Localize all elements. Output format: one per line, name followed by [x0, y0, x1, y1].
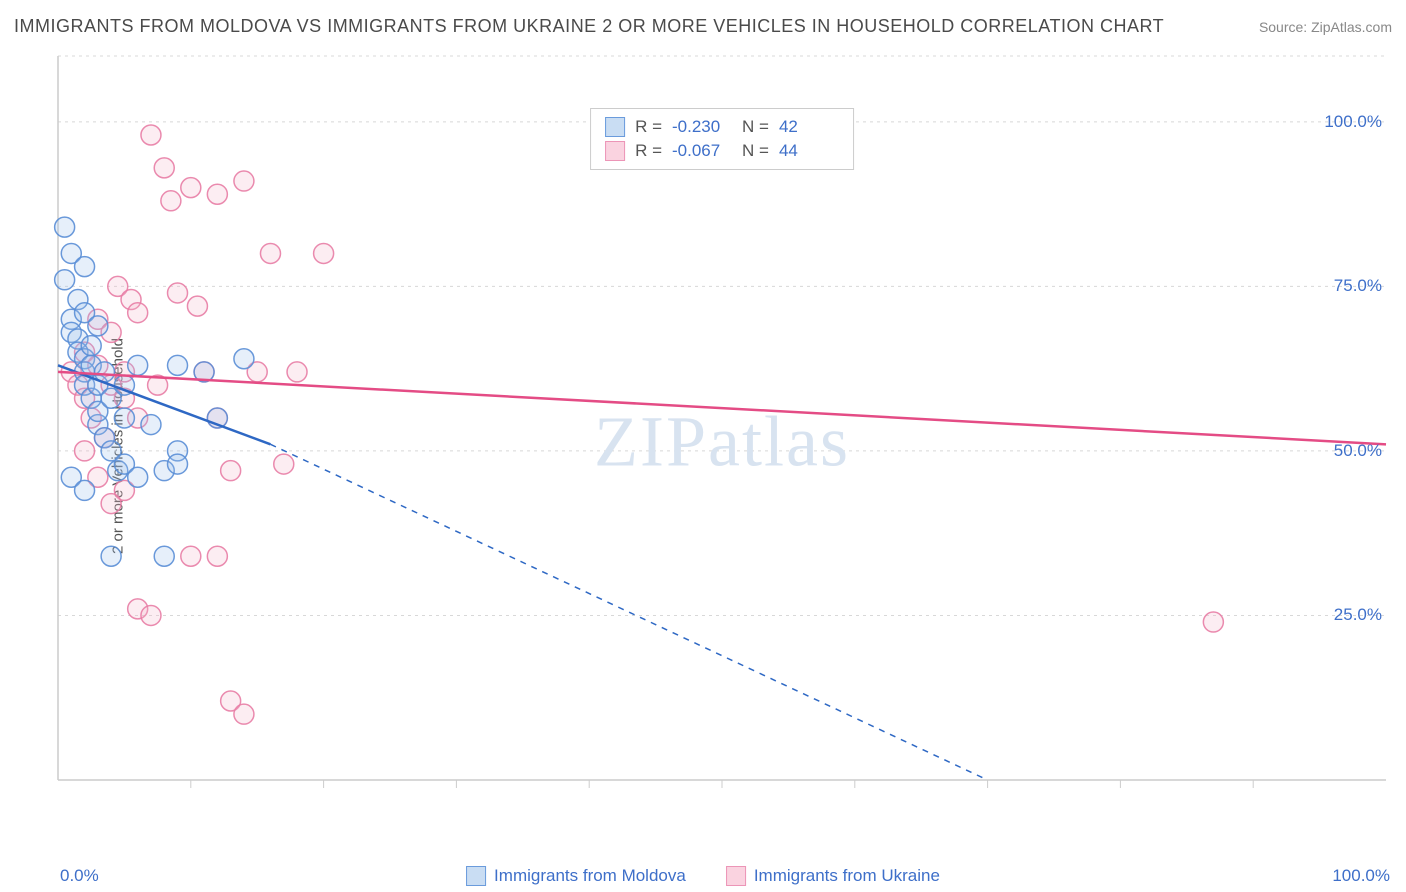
r-value-ukraine: -0.067 — [672, 141, 732, 161]
n-value-ukraine: 44 — [779, 141, 839, 161]
n-label: N = — [742, 141, 769, 161]
legend-label-ukraine: Immigrants from Ukraine — [754, 866, 940, 886]
ytick-100: 100.0% — [1324, 112, 1382, 132]
chart-title: IMMIGRANTS FROM MOLDOVA VS IMMIGRANTS FR… — [14, 16, 1164, 37]
stats-row-moldova: R = -0.230 N = 42 — [605, 115, 839, 139]
ytick-50: 50.0% — [1334, 441, 1382, 461]
swatch-moldova — [605, 117, 625, 137]
ytick-25: 25.0% — [1334, 605, 1382, 625]
x-axis-max-label: 100.0% — [1332, 866, 1390, 886]
n-label: N = — [742, 117, 769, 137]
swatch-ukraine — [605, 141, 625, 161]
legend-label-moldova: Immigrants from Moldova — [494, 866, 686, 886]
series-legend: Immigrants from Moldova Immigrants from … — [466, 866, 940, 886]
swatch-moldova — [466, 866, 486, 886]
source-attribution: Source: ZipAtlas.com — [1259, 19, 1392, 35]
stats-legend: R = -0.230 N = 42 R = -0.067 N = 44 — [590, 108, 854, 170]
swatch-ukraine — [726, 866, 746, 886]
r-label: R = — [635, 141, 662, 161]
n-value-moldova: 42 — [779, 117, 839, 137]
legend-item-ukraine: Immigrants from Ukraine — [726, 866, 940, 886]
ytick-75: 75.0% — [1334, 276, 1382, 296]
chart-area: ZIPatlas R = -0.230 N = 42 R = -0.067 N … — [52, 50, 1392, 834]
r-label: R = — [635, 117, 662, 137]
stats-row-ukraine: R = -0.067 N = 44 — [605, 139, 839, 163]
x-axis-min-label: 0.0% — [60, 866, 99, 886]
r-value-moldova: -0.230 — [672, 117, 732, 137]
legend-item-moldova: Immigrants from Moldova — [466, 866, 686, 886]
